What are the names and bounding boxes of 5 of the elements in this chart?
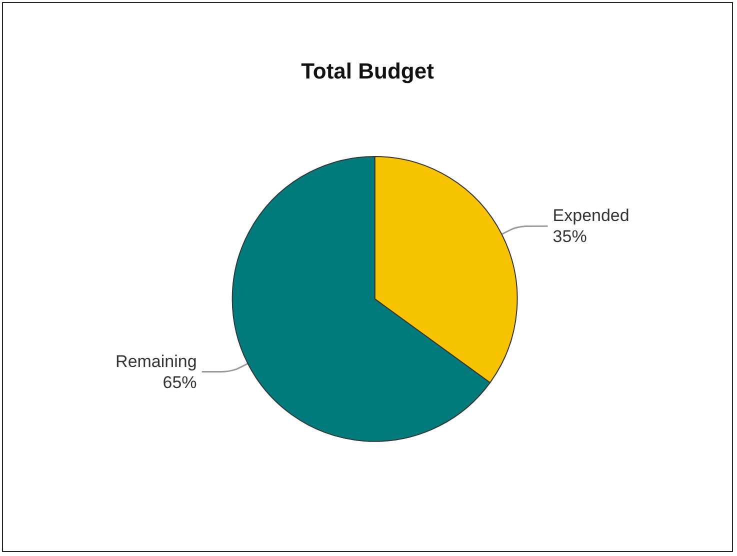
chart-title: Total Budget [301,58,435,84]
slice-label: Remaining [116,352,197,371]
slice-label: Expended [552,206,630,226]
data-label: 65% [162,372,197,392]
data-label: 35% [552,227,587,246]
